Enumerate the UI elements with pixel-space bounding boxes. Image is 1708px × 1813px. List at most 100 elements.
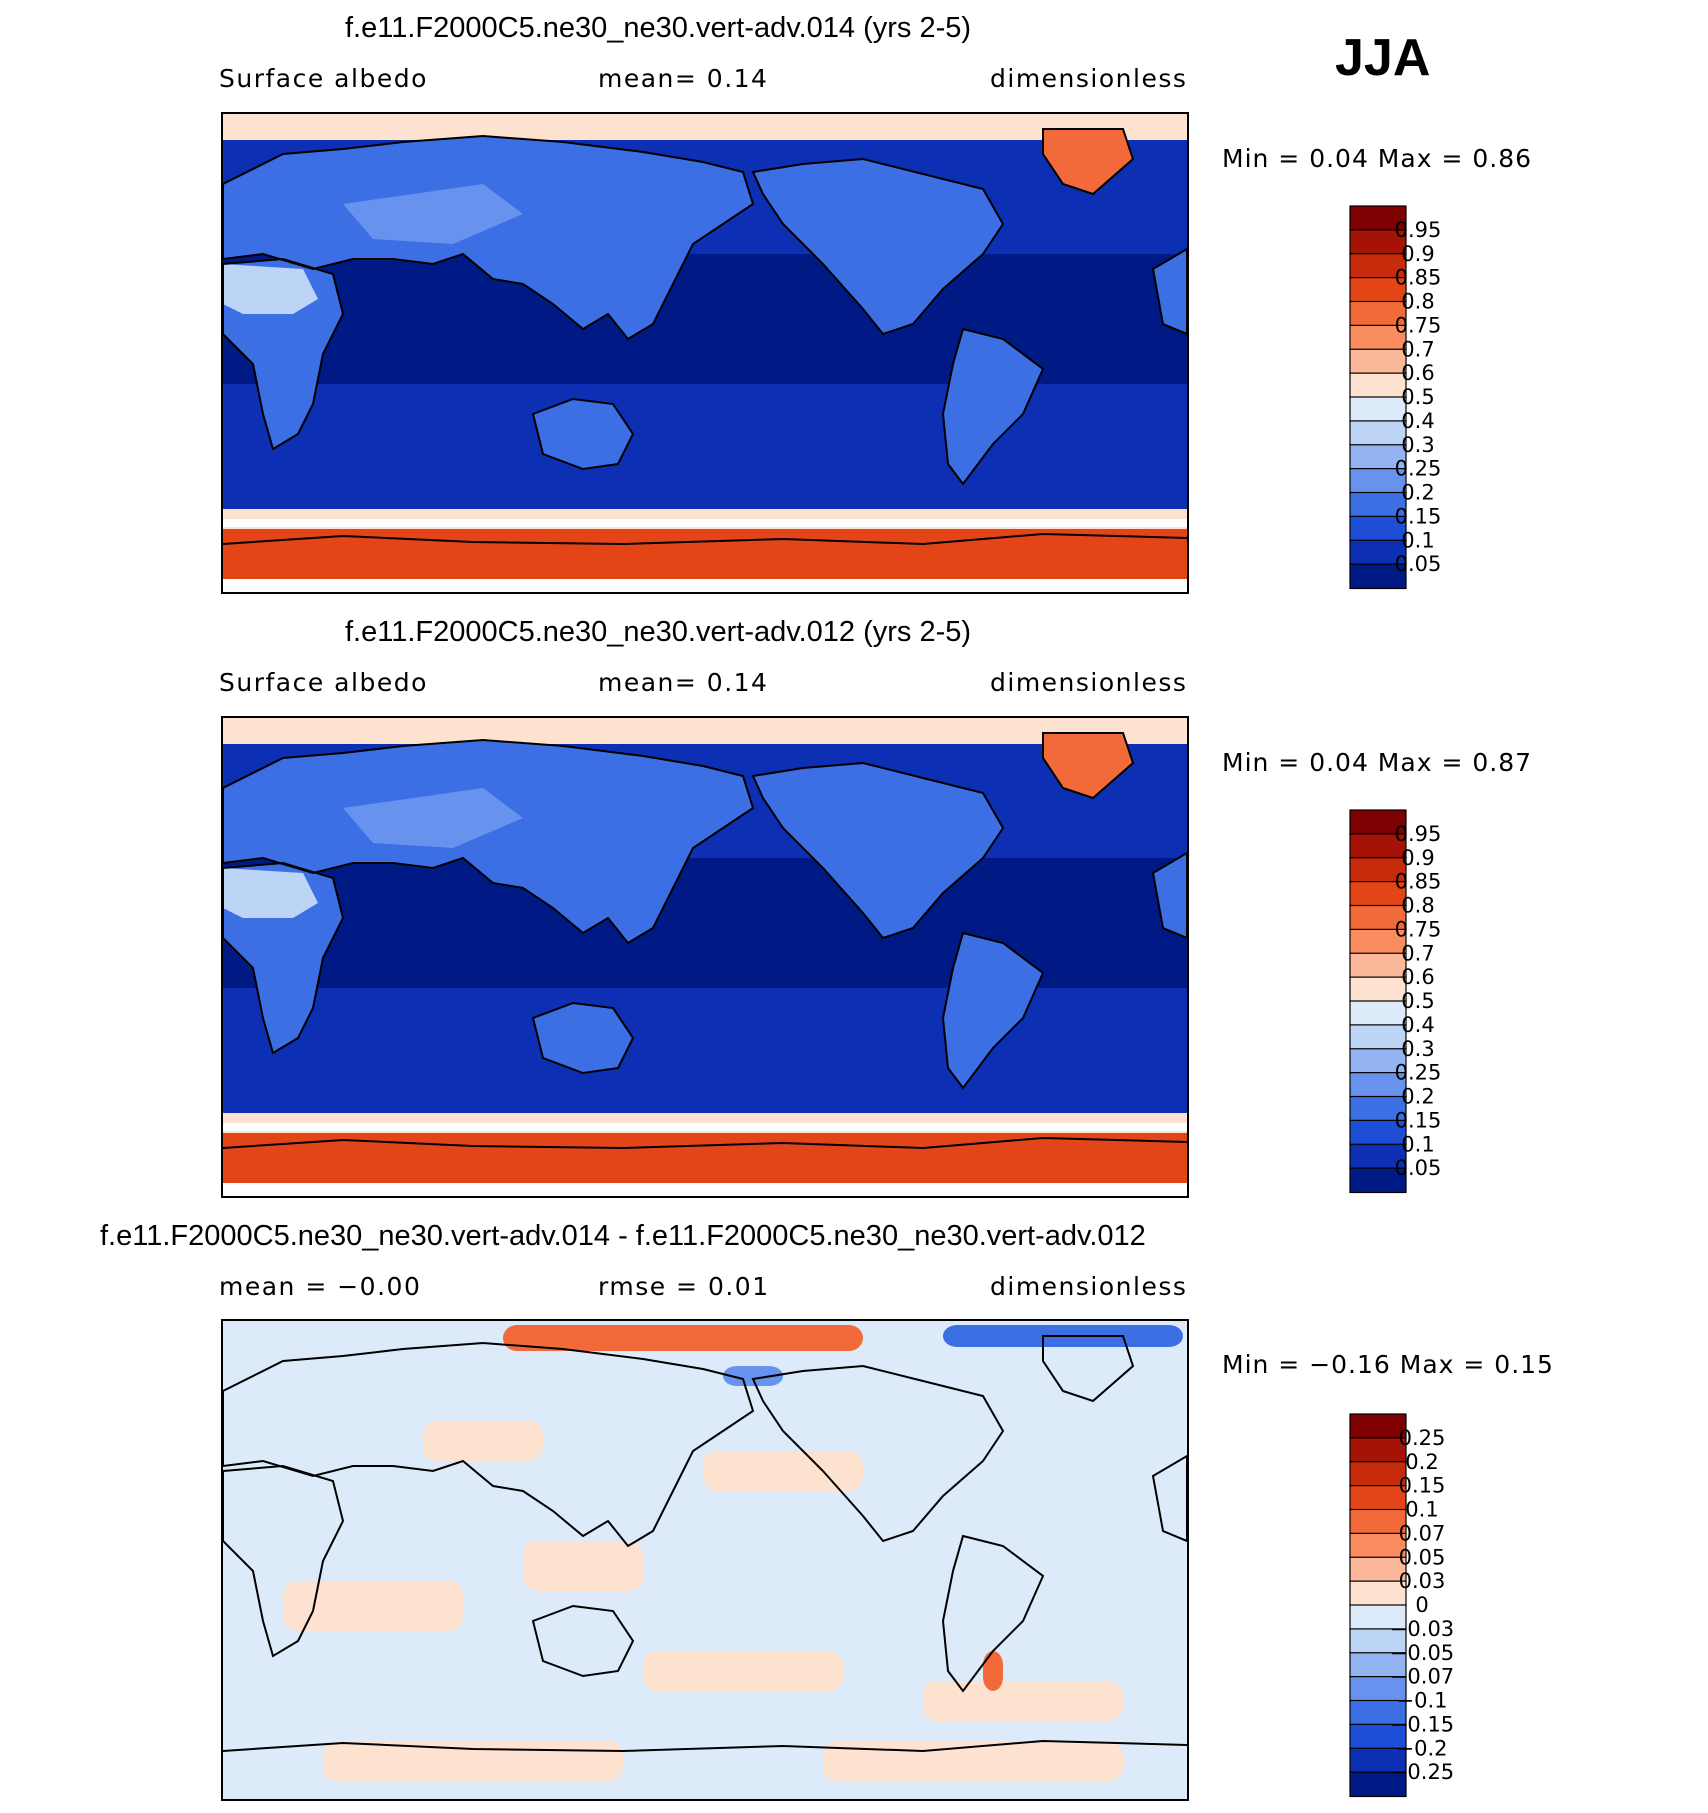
colorbar-swatch — [1349, 563, 1407, 590]
colorbar-swatch — [1349, 1048, 1407, 1074]
colorbar-tick-label: −0.1 — [1397, 1689, 1448, 1713]
colorbar-swatch — [1349, 420, 1407, 446]
land-southAmerica — [943, 933, 1043, 1088]
asia-highlands — [343, 184, 523, 244]
colorbar-tick-label: 0.5 — [1401, 989, 1434, 1013]
ocean-band-south — [223, 384, 1187, 514]
colorbar-tick-label: 0.1 — [1405, 1498, 1438, 1522]
colorbar-2: 0.950.90.850.80.750.70.60.50.40.30.250.2… — [1349, 809, 1442, 1194]
land-northAmerica — [753, 763, 1003, 938]
colorbar-tick-label: 0.3 — [1401, 1037, 1434, 1061]
colorbar-tick-label: 0.05 — [1395, 1156, 1442, 1180]
colorbar-swatch — [1349, 1167, 1407, 1194]
coastline-greenland — [1042, 732, 1135, 800]
land-northAmerica — [753, 159, 1003, 334]
colorbar-tick-label: 0 — [1415, 1593, 1428, 1617]
colorbar-swatch — [1349, 1604, 1407, 1630]
panel-1-variable: Surface albedo — [219, 64, 428, 93]
colorbar-tick-label: 0.85 — [1395, 266, 1442, 290]
diff-patch — [503, 1325, 863, 1351]
colorbar-tick-label: 0.03 — [1399, 1569, 1446, 1593]
panel-1-map — [221, 112, 1189, 594]
colorbar-tick-label: 0.8 — [1401, 290, 1434, 314]
colorbar-tick-label: 0.15 — [1399, 1474, 1446, 1498]
colorbar-tick-label: 0.2 — [1405, 1450, 1438, 1474]
colorbar-swatch — [1349, 1723, 1407, 1750]
colorbar-tick-label: 0.9 — [1401, 242, 1434, 266]
coastline-southAmerica — [941, 931, 1045, 1090]
coastline-australia — [531, 397, 635, 471]
colorbar-swatch — [1349, 1437, 1407, 1463]
colorbar-tick-label: 0.2 — [1401, 1085, 1434, 1109]
colorbar-tick-label: 0.25 — [1399, 1426, 1446, 1450]
colorbar-swatch — [1349, 1628, 1407, 1654]
panel-3-minmax: Min = −0.16 Max = 0.15 — [1222, 1350, 1554, 1379]
season-label: JJA — [1335, 29, 1431, 87]
colorbar-tick-label: −0.07 — [1390, 1665, 1454, 1689]
colorbar-swatch — [1349, 229, 1407, 255]
colorbar-tick-label: 0.4 — [1401, 1013, 1434, 1037]
colorbar-swatch — [1349, 1771, 1407, 1798]
diff-patch — [983, 1651, 1003, 1691]
colorbar-swatch — [1349, 1485, 1407, 1511]
colorbar-tick-label: −0.15 — [1390, 1712, 1454, 1736]
panel-1-mean: mean= 0.14 — [598, 64, 769, 93]
colorbar-tick-label: 0.8 — [1401, 894, 1434, 918]
coastline-antarctica — [223, 1739, 1187, 1753]
panel-2-map — [221, 716, 1189, 1198]
land-southAmerica — [943, 329, 1043, 484]
panel-3-units: dimensionless — [990, 1272, 1188, 1301]
colorbar-tick-label: 0.95 — [1395, 822, 1442, 846]
land-australia — [533, 399, 633, 469]
colorbar-tick-label: 0.25 — [1395, 1061, 1442, 1085]
colorbar-tick-label: −0.05 — [1390, 1641, 1454, 1665]
colorbar-swatch — [1349, 1676, 1407, 1702]
diff-patch — [423, 1421, 543, 1461]
coastline-australia — [531, 1001, 635, 1075]
coastline-southAmerica — [941, 1534, 1045, 1693]
colorbar-swatch — [1349, 833, 1407, 859]
land-europeAsia — [223, 136, 753, 339]
coastline-northAmerica — [751, 157, 1005, 336]
sea-ice-white — [223, 519, 1187, 527]
colorbar-tick-label: 0.07 — [1399, 1521, 1446, 1545]
sahara-desert — [223, 264, 318, 314]
colorbar-tick-label: 0.15 — [1395, 1108, 1442, 1132]
coastline-greenland — [1042, 128, 1135, 196]
coastline-eAfricaEdge — [1151, 247, 1187, 336]
coastline-northAmerica — [751, 761, 1005, 940]
colorbar-swatch — [1349, 324, 1407, 351]
colorbar-swatch — [1349, 1747, 1407, 1774]
missing-data — [223, 1183, 1187, 1196]
panel-3-map — [221, 1319, 1189, 1801]
coastline-southAmerica — [941, 327, 1045, 486]
arctic-ice — [223, 718, 1187, 744]
colorbar-tick-label: 0.75 — [1395, 917, 1442, 941]
diff-patch — [323, 1741, 623, 1781]
panel-3-rmse: rmse = 0.01 — [598, 1272, 770, 1301]
coastline-eAfricaEdge — [1151, 1454, 1187, 1543]
colorbar-swatch — [1349, 1508, 1407, 1535]
ocean-band-south — [223, 988, 1187, 1118]
colorbar-1: 0.950.90.850.80.750.70.60.50.40.30.250.2… — [1349, 205, 1442, 590]
colorbar-tick-label: 0.4 — [1401, 409, 1434, 433]
colorbar-tick-label: 0.95 — [1395, 218, 1442, 242]
colorbar-swatch — [1349, 468, 1407, 494]
colorbar-tick-label: 0.6 — [1401, 965, 1434, 989]
colorbar-swatch — [1349, 881, 1407, 907]
colorbar-swatch — [1349, 1143, 1407, 1170]
coastline-africa — [223, 1464, 345, 1658]
colorbar-swatch — [1349, 1000, 1407, 1026]
colorbar-swatch — [1349, 1580, 1407, 1607]
colorbar-swatch — [1349, 1072, 1407, 1098]
diff-patch — [283, 1581, 463, 1631]
colorbar-swatch — [1349, 1095, 1407, 1122]
colorbar-swatch — [1349, 952, 1407, 979]
panel-3-mean: mean = −0.00 — [219, 1272, 422, 1301]
colorbar-swatch — [1349, 976, 1407, 1003]
colorbar-tick-label: 0.7 — [1401, 941, 1434, 965]
colorbar-tick-label: 0.1 — [1401, 1132, 1434, 1156]
missing-data — [223, 579, 1187, 592]
colorbar-tick-label: 0.25 — [1395, 457, 1442, 481]
colorbar-tick-label: 0.85 — [1395, 870, 1442, 894]
